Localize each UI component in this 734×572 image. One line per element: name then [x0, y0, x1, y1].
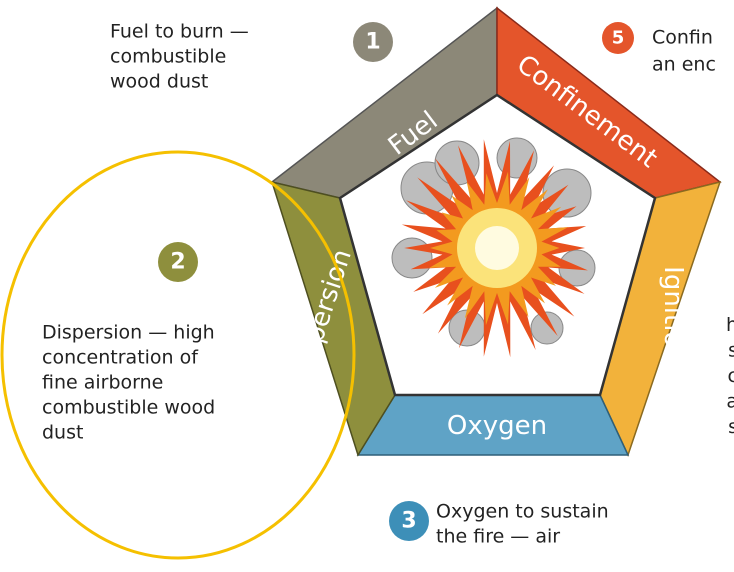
- callout-text: Fuel to burn —: [110, 21, 249, 43]
- badge-number: 5: [612, 28, 625, 49]
- callout-text: a: [726, 391, 734, 413]
- callout-text: Dispersion — high: [42, 322, 215, 344]
- segment-label: Ignition: [658, 266, 688, 364]
- callout-text: wood dust: [110, 71, 208, 93]
- badge-number: 2: [170, 250, 185, 275]
- segment-label: Oxygen: [447, 411, 547, 441]
- smoke: [392, 238, 432, 278]
- callout-text: s: [728, 340, 734, 362]
- callout-text: h: [726, 314, 734, 336]
- badge-number: 1: [365, 30, 380, 55]
- callout-text: the fire — air: [436, 526, 560, 548]
- callout-text: fine airborne: [42, 372, 163, 394]
- callout-text: Confin: [652, 27, 713, 49]
- callout-text: Oxygen to sustain: [436, 501, 609, 523]
- callout-text: combustible wood: [42, 397, 215, 419]
- callout-text: s: [728, 416, 734, 438]
- callout-text: dust: [42, 422, 83, 444]
- callout-text: c: [728, 365, 734, 387]
- explosion-center: [475, 226, 519, 270]
- badge-number: 3: [401, 509, 416, 534]
- callout-text: combustible: [110, 46, 226, 68]
- diagram: Fuel Confinement Ignition Oxygen Dispers…: [0, 0, 734, 572]
- callout-text: an enc: [652, 54, 716, 76]
- callout-text: concentration of: [42, 347, 199, 369]
